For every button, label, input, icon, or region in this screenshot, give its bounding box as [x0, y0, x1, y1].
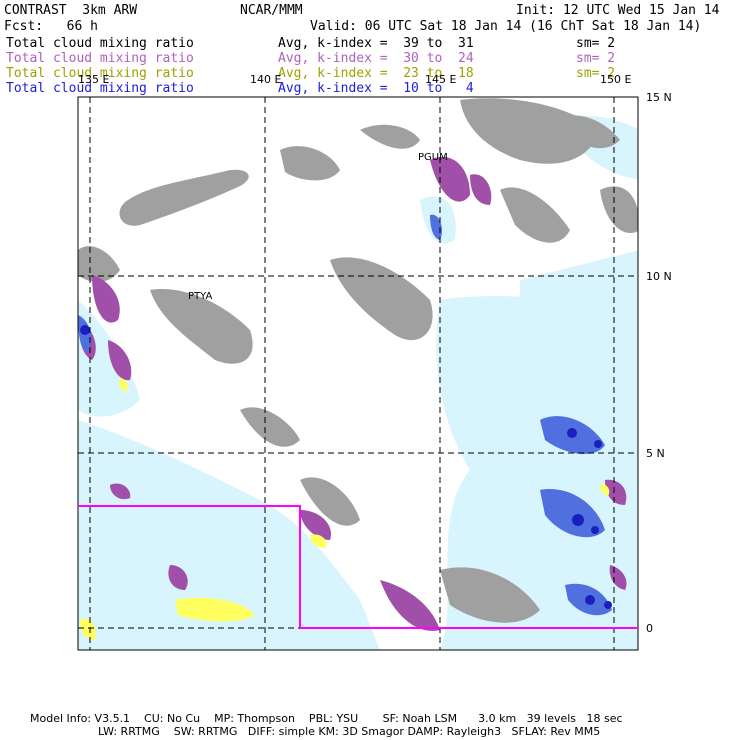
- model-title: CONTRAST 3km ARW: [4, 3, 138, 18]
- lat-label-10: 10 N: [646, 270, 672, 283]
- gray-cloud-layer: [78, 98, 638, 623]
- cloud-fields: [78, 98, 638, 650]
- valid-time: Valid: 06 UTC Sat 18 Jan 14 (16 ChT Sat …: [310, 19, 702, 34]
- field-stat-1: Avg, k-index = 39 to 31: [278, 36, 474, 51]
- field-name-4: Total cloud mixing ratio: [6, 81, 194, 96]
- field-sm-2: sm= 2: [576, 51, 616, 66]
- lat-label-0: 0: [646, 622, 653, 635]
- field-sm-3: sm= 2: [576, 66, 616, 81]
- lon-label-145: 145 E: [425, 73, 456, 86]
- lon-label-135: 135 E: [78, 73, 109, 86]
- lon-label-140: 140 E: [250, 73, 281, 86]
- field-sm-1: sm= 2: [576, 36, 616, 51]
- field-name-1: Total cloud mixing ratio: [6, 36, 194, 51]
- lat-label-5: 5 N: [646, 447, 665, 460]
- field-name-2: Total cloud mixing ratio: [6, 51, 194, 66]
- institution: NCAR/MMM: [240, 3, 303, 18]
- model-info-line-2: LW: RRTMG SW: RRTMG DIFF: simple KM: 3D …: [98, 725, 601, 738]
- field-stat-3: Avg, k-index = 23 to 18: [278, 66, 474, 81]
- lat-label-15: 15 N: [646, 91, 672, 104]
- model-info-line-1: Model Info: V3.5.1 CU: No Cu MP: Thompso…: [30, 712, 623, 725]
- blue-cloud-layer: [78, 214, 612, 616]
- yellow-cloud-layer: [80, 378, 610, 640]
- field-name-3: Total cloud mixing ratio: [6, 66, 194, 81]
- lon-label-150: 150 E: [600, 73, 631, 86]
- init-time: Init: 12 UTC Wed 15 Jan 14: [516, 3, 720, 18]
- field-stat-4: Avg, k-index = 10 to 4: [278, 81, 474, 96]
- station-ptya: PTYA: [188, 291, 212, 302]
- field-stat-2: Avg, k-index = 30 to 24: [278, 51, 474, 66]
- forecast-hour: Fcst: 66 h: [4, 19, 98, 34]
- light-cloud-layer: [78, 115, 638, 650]
- station-pgum: PGUM: [418, 152, 448, 163]
- dark-blue-cloud-layer: [80, 325, 612, 609]
- nest-domain-outline: [78, 505, 638, 629]
